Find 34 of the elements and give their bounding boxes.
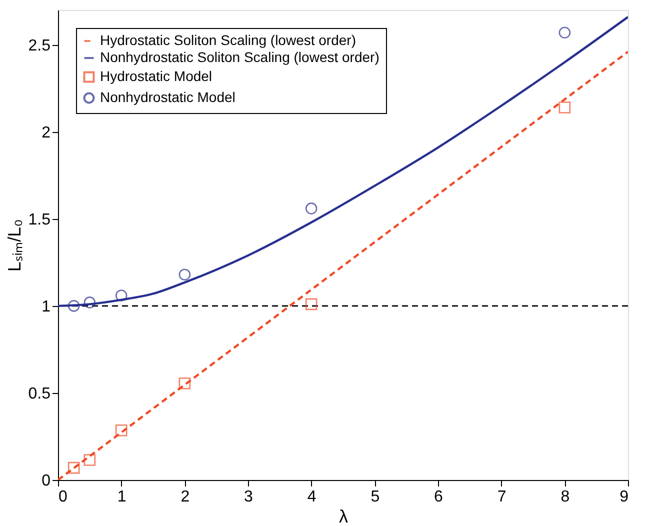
x-tick-label: 1: [117, 488, 126, 506]
point: [305, 202, 318, 214]
y-tick-label: 1.5: [28, 211, 51, 228]
point: [558, 26, 571, 39]
y-tick-label: 1: [42, 298, 51, 316]
y-tick-label: 0.5: [28, 385, 51, 402]
point: [68, 462, 80, 474]
legend-label: Nonhydrostatic Model: [100, 89, 236, 105]
x-tick-label: 3: [244, 488, 254, 506]
point: [305, 298, 318, 310]
y-tick-label: 0: [42, 472, 51, 490]
point: [115, 290, 128, 302]
x-tick-label: 7: [497, 488, 506, 506]
point: [115, 424, 128, 436]
x-tick-label: 0: [58, 488, 68, 506]
point: [68, 300, 80, 312]
x-tick-label: 9: [620, 488, 629, 506]
point: [178, 377, 191, 390]
x-tick-label: 5: [370, 488, 380, 506]
point: [84, 296, 96, 308]
x-tick-label: 6: [434, 488, 444, 506]
y-axis-title: Lₛᵢₘ/L₀: [4, 219, 24, 272]
legend-label: Hydrostatic Model: [100, 68, 212, 84]
point: [178, 268, 191, 280]
legend-label: Hydrostatic Soliton Scaling (lowest order): [100, 32, 356, 48]
y-tick-label: 2: [42, 124, 51, 142]
point: [558, 102, 571, 114]
x-axis-title: λ: [339, 506, 348, 526]
point: [84, 454, 96, 466]
x-tick-label: 4: [307, 488, 316, 506]
legend-label: Nonhydrostatic Soliton Scaling (lowest order): [100, 49, 380, 65]
y-tick-label: 2.5: [28, 37, 51, 54]
x-tick-label: 2: [180, 488, 190, 506]
x-tick-label: 8: [560, 488, 570, 506]
